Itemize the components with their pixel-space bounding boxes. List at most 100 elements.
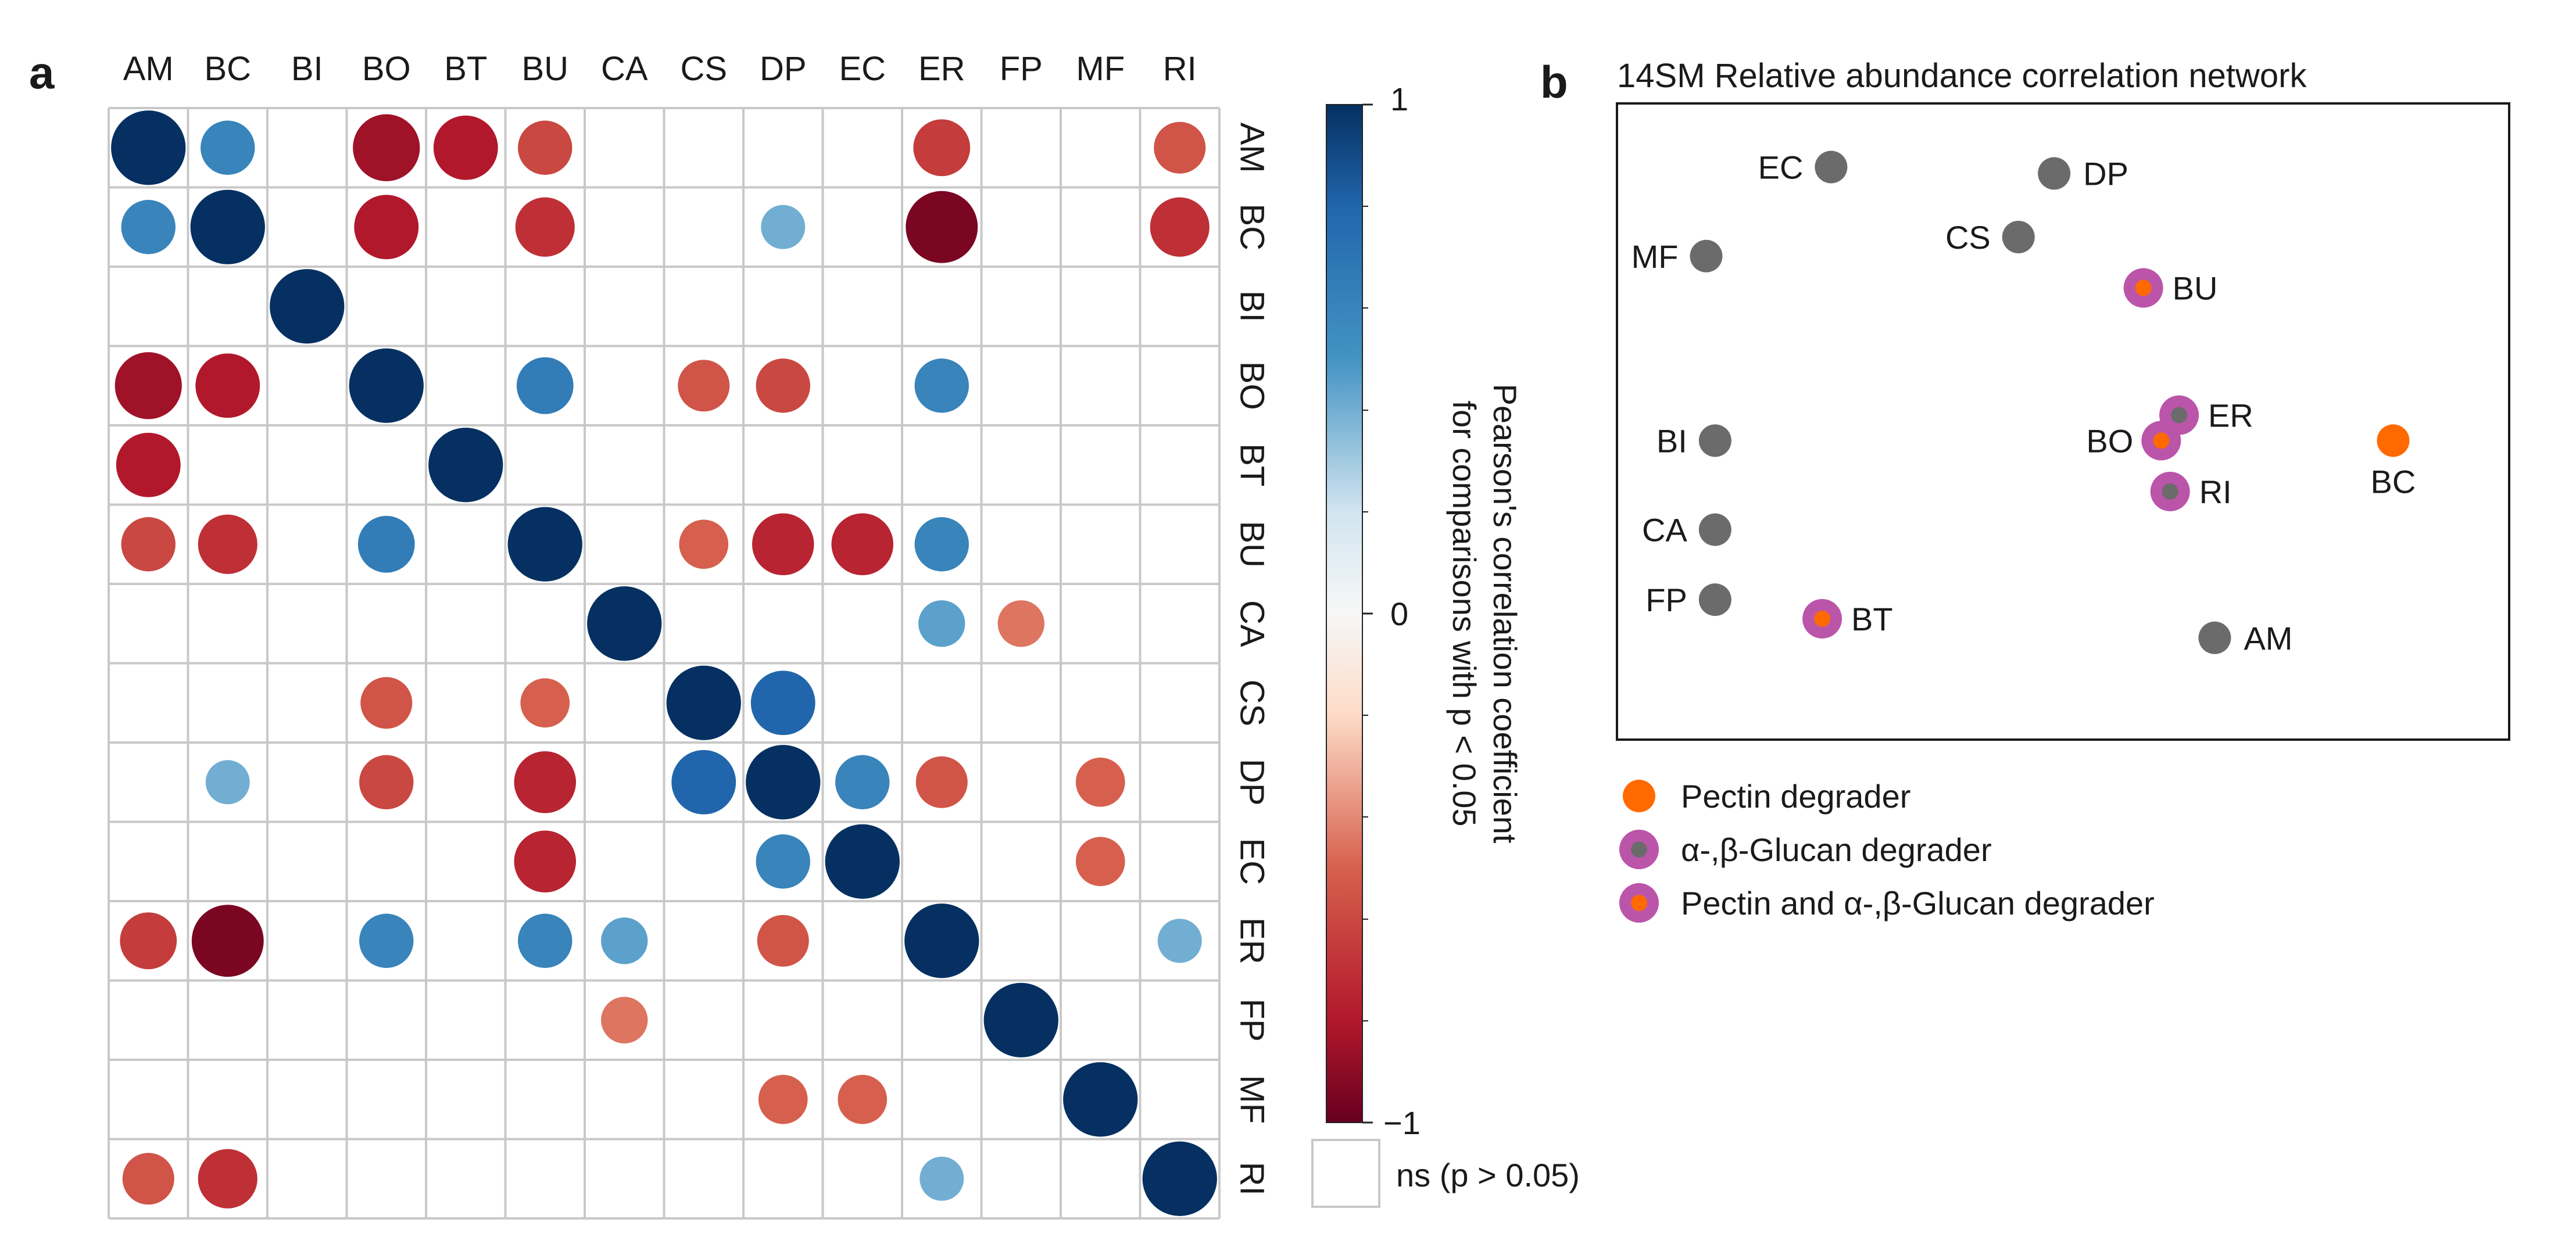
corr-circle-mf-dp	[758, 1074, 808, 1124]
legend-label-glucan: α-,β-Glucan degrader	[1681, 831, 1992, 868]
correlation-circles	[111, 110, 1217, 1216]
corr-circle-bu-bc	[198, 514, 257, 574]
network-node-ec	[1815, 150, 1848, 184]
corr-circle-am-er	[913, 119, 971, 177]
row-label-fp: FP	[1233, 999, 1271, 1042]
row-label-bu: BU	[1233, 521, 1271, 568]
colorbar-label-line1: Pearson's correlation coefficient	[1487, 384, 1523, 844]
network-node-bi	[1698, 424, 1731, 457]
network-node-ca	[1698, 513, 1731, 546]
colorbar-label-line2: for comparisons with p < 0.05	[1446, 400, 1483, 826]
corr-circle-er-dp	[757, 915, 809, 967]
column-label-bu: BU	[521, 50, 568, 88]
corr-circle-dp-bu	[514, 751, 576, 813]
row-label-mf: MF	[1233, 1075, 1271, 1124]
colorbar-tick-min: −1	[1383, 1105, 1421, 1141]
corr-circle-cs-bo	[360, 677, 413, 729]
colorbar-tick-max: 1	[1390, 81, 1408, 117]
corr-circle-er-am	[120, 912, 177, 970]
corr-circle-er-bo	[359, 913, 414, 968]
corr-circle-dp-ec	[835, 755, 890, 809]
matrix-grid	[108, 107, 1221, 1220]
corr-circle-mf-ec	[838, 1074, 888, 1124]
corr-circle-ca-fp	[997, 600, 1044, 647]
corr-circle-mf-mf	[1063, 1062, 1138, 1137]
corr-circle-am-bo	[353, 114, 420, 181]
corr-circle-bo-bc	[195, 353, 260, 418]
corr-circle-er-bu	[518, 913, 573, 968]
row-label-bc: BC	[1233, 203, 1271, 250]
network-node-ri-core	[2162, 483, 2178, 500]
corr-circle-bo-bo	[349, 348, 424, 423]
corr-circle-dp-bo	[359, 755, 414, 809]
corr-circle-ri-am	[122, 1153, 174, 1205]
column-label-ca: CA	[601, 50, 648, 88]
corr-circle-cs-bu	[520, 678, 570, 728]
network-node-dp	[2038, 157, 2071, 190]
row-label-am: AM	[1233, 123, 1271, 173]
corr-circle-ca-er	[918, 600, 965, 647]
column-labels: AM BC BI BO BT BU CA CS DP EC ER FP MF RI	[123, 50, 1197, 88]
corr-circle-bc-bc	[190, 189, 265, 264]
network-node-ri-label: RI	[2199, 474, 2232, 510]
corr-circle-bc-am	[121, 200, 176, 254]
corr-circle-bu-am	[121, 517, 176, 572]
corr-circle-ca-ca	[587, 586, 662, 661]
corr-circle-am-bu	[518, 120, 573, 175]
corr-circle-er-er	[904, 903, 979, 978]
panel-label-b: b	[1540, 56, 1568, 107]
network-node-bu-label: BU	[2173, 270, 2218, 307]
correlation-network: 14SM Relative abundance correlation netw…	[1616, 57, 2510, 923]
corr-circle-bu-ec	[831, 513, 893, 575]
network-node-bt-label: BT	[1851, 601, 1893, 637]
corr-circle-er-ri	[1157, 919, 1202, 963]
corr-circle-bu-bu	[507, 507, 582, 582]
network-nodes: EC DP MF CS BU ER BO BC BI RI CA FP BT AM	[1632, 149, 2416, 657]
corr-circle-ec-ec	[825, 824, 900, 899]
corr-circle-er-bc	[191, 905, 264, 977]
network-frame	[1616, 102, 2510, 741]
column-label-er: ER	[918, 50, 965, 88]
corr-circle-dp-mf	[1075, 757, 1125, 807]
corr-circle-bu-bo	[357, 515, 415, 573]
column-label-fp: FP	[1000, 50, 1043, 88]
row-label-bi: BI	[1233, 291, 1271, 322]
row-label-cs: CS	[1233, 679, 1271, 726]
network-node-bo-core	[2153, 432, 2170, 449]
corr-circle-bc-bo	[354, 195, 419, 260]
row-label-ec: EC	[1233, 838, 1271, 885]
corr-circle-ri-ri	[1142, 1141, 1217, 1216]
row-label-bt: BT	[1233, 443, 1271, 486]
network-node-am-label: AM	[2244, 620, 2292, 657]
corr-circle-cs-dp	[750, 670, 815, 736]
corr-circle-am-am	[111, 110, 186, 185]
network-node-bi-label: BI	[1656, 422, 1687, 459]
network-node-bt-core	[1814, 610, 1831, 627]
column-label-ec: EC	[839, 50, 886, 88]
corr-circle-bo-dp	[756, 358, 810, 413]
corr-circle-am-bc	[201, 120, 255, 175]
row-labels: AM BC BI BO BT BU CA CS DP EC ER FP MF RI	[1233, 123, 1271, 1196]
column-label-bt: BT	[444, 50, 487, 88]
corr-circle-cs-cs	[666, 665, 741, 740]
corr-circle-bi-bi	[270, 269, 345, 344]
legend-label-pectin: Pectin degrader	[1681, 778, 1910, 815]
corr-circle-bu-er	[914, 517, 969, 572]
column-label-ri: RI	[1163, 50, 1197, 88]
ns-legend-box	[1311, 1139, 1380, 1208]
column-label-bi: BI	[291, 50, 323, 88]
corr-circle-am-bt	[433, 115, 498, 180]
network-node-fp	[1698, 583, 1731, 616]
corr-circle-dp-cs	[671, 750, 736, 815]
corr-circle-bo-am	[115, 352, 182, 419]
corr-circle-bo-er	[914, 358, 969, 413]
legend-marker-glucan-core	[1631, 841, 1647, 858]
column-label-cs: CS	[680, 50, 727, 88]
corr-circle-er-ca	[601, 917, 648, 964]
network-title: 14SM Relative abundance correlation netw…	[1617, 57, 2307, 95]
column-label-am: AM	[123, 50, 174, 88]
corr-circle-bc-er	[906, 191, 978, 263]
corr-circle-bt-bt	[428, 428, 503, 503]
row-label-er: ER	[1233, 917, 1271, 964]
